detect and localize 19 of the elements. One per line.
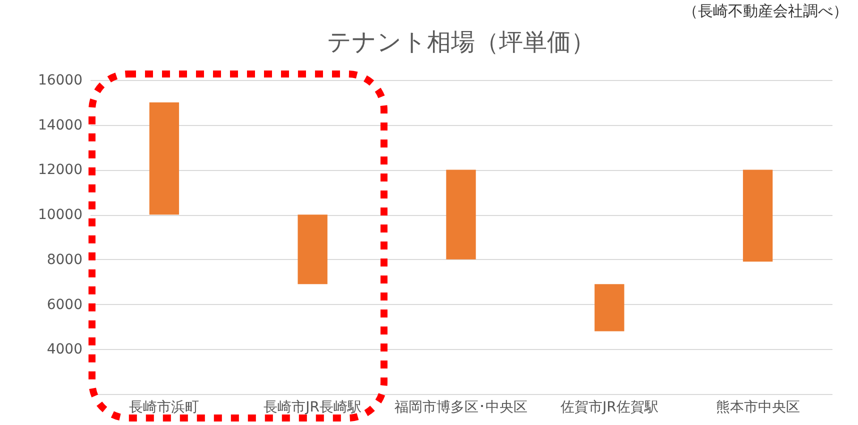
x-tick-label: 長崎市浜町 xyxy=(129,400,200,416)
x-tick-label: 佐賀市JR佐賀駅 xyxy=(560,400,658,416)
y-tick-label: 6000 xyxy=(46,296,82,313)
x-tick-label: 長崎市JR長崎駅 xyxy=(264,400,362,416)
y-tick-label: 16000 xyxy=(38,72,82,88)
bar xyxy=(742,170,773,262)
chart-title: テナント相場（坪単価） xyxy=(327,28,595,56)
y-tick-label: 8000 xyxy=(46,252,82,268)
text: （長崎不動産会社調べ） xyxy=(683,2,848,21)
bar xyxy=(446,170,476,260)
bar xyxy=(594,284,624,332)
x-tick-label: 熊本市中央区 xyxy=(716,400,800,416)
y-tick-label: 4000 xyxy=(46,342,82,358)
y-tick-label: 12000 xyxy=(38,162,82,178)
y-tick-label: 10000 xyxy=(38,207,82,224)
bar xyxy=(298,214,328,284)
x-tick-label: 福岡市博多区･中央区 xyxy=(394,400,528,416)
bar xyxy=(149,102,180,215)
y-tick-label: 14000 xyxy=(38,117,82,134)
